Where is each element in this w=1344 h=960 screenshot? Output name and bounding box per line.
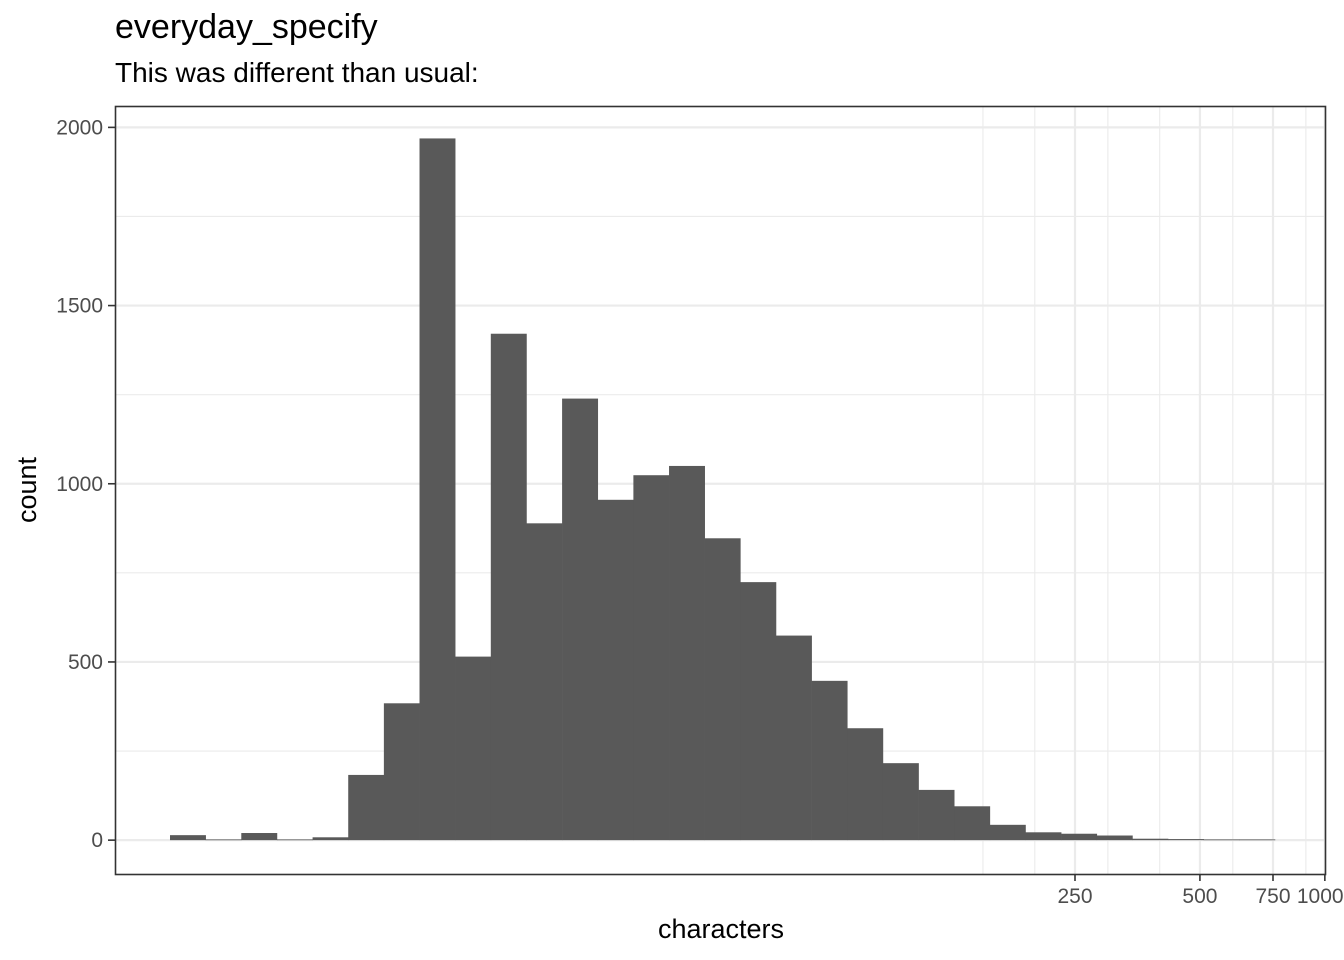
histogram-bar: [740, 582, 777, 841]
y-tick-label: 1500: [56, 295, 103, 318]
histogram-bar: [348, 774, 385, 841]
histogram-bar: [455, 656, 492, 841]
histogram-bar: [490, 333, 527, 841]
chart-subtitle: This was different than usual:: [115, 57, 479, 88]
histogram-bar: [847, 728, 884, 841]
histogram-bar: [989, 824, 1026, 841]
histogram-bar: [1203, 839, 1240, 841]
histogram-bar: [1096, 835, 1133, 841]
histogram-bar: [1061, 833, 1098, 841]
histogram-bar: [1025, 832, 1062, 841]
y-tick-label: 1000: [56, 473, 103, 496]
y-axis-title: count: [12, 456, 42, 523]
y-tick-label: 2000: [56, 116, 103, 139]
histogram-bar: [1132, 838, 1169, 841]
x-tick-label: 1000: [1297, 885, 1344, 908]
histogram-bar: [383, 703, 420, 841]
histogram-bar: [669, 465, 705, 841]
histogram-bar: [1168, 839, 1205, 841]
histogram-bar: [633, 475, 670, 841]
histogram-bar: [170, 835, 206, 841]
x-axis: 250 500 750 1000: [1057, 874, 1344, 908]
histogram-bar: [1239, 839, 1276, 841]
y-tick-label: 0: [91, 829, 103, 852]
x-tick-label: 750: [1255, 885, 1290, 908]
minor-gridlines: [115, 106, 1325, 874]
histogram-bar: [419, 138, 456, 841]
histogram-bar: [241, 833, 278, 841]
histogram-bars: [170, 138, 1276, 841]
panel-border: [114, 105, 1327, 876]
x-tick-label: 500: [1182, 885, 1217, 908]
x-tick-label: 250: [1057, 885, 1092, 908]
histogram-bar: [918, 789, 955, 841]
chart-title: everyday_specify: [115, 8, 378, 46]
histogram-bar: [704, 538, 741, 841]
histogram-bar: [276, 839, 313, 841]
histogram-bar: [775, 635, 812, 841]
histogram-bar: [597, 499, 634, 841]
x-axis-title: characters: [658, 914, 784, 944]
histogram-bar: [562, 398, 599, 841]
histogram-bar: [312, 837, 349, 841]
histogram-bar: [954, 806, 991, 841]
histogram-bar: [205, 839, 242, 841]
y-tick-label: 500: [68, 651, 103, 674]
histogram-bar: [811, 680, 848, 841]
y-axis: 0 500 1000 1500 2000: [56, 116, 115, 852]
histogram-bar: [526, 523, 563, 841]
histogram-bar: [882, 763, 919, 841]
